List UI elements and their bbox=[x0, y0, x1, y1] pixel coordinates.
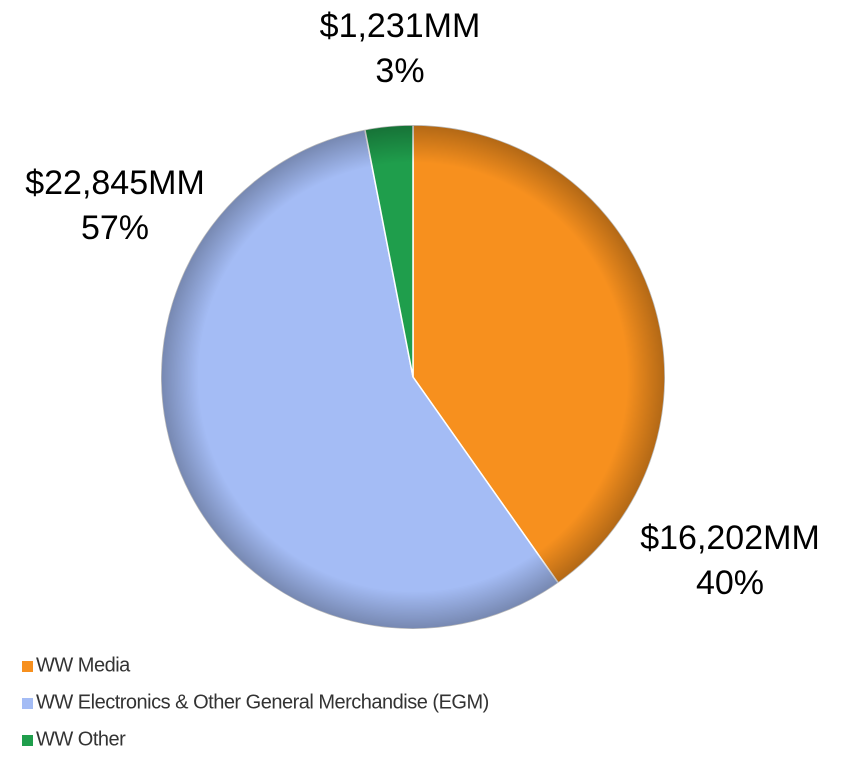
data-label: $1,231MM bbox=[320, 7, 481, 45]
legend-label: WW Other bbox=[36, 728, 126, 750]
legend-swatch bbox=[22, 661, 33, 672]
percent-label: 3% bbox=[375, 52, 424, 90]
data-label: $22,845MM bbox=[25, 164, 205, 202]
data-label: $16,202MM bbox=[640, 519, 820, 557]
percent-label: 57% bbox=[81, 209, 149, 247]
legend-label: WW Electronics & Other General Merchandi… bbox=[36, 691, 489, 713]
legend-swatch bbox=[22, 735, 33, 746]
legend-swatch bbox=[22, 698, 33, 709]
percent-label: 40% bbox=[696, 564, 764, 602]
legend-label: WW Media bbox=[36, 654, 131, 676]
legend: WW Media WW Electronics & Other General M… bbox=[22, 654, 489, 750]
